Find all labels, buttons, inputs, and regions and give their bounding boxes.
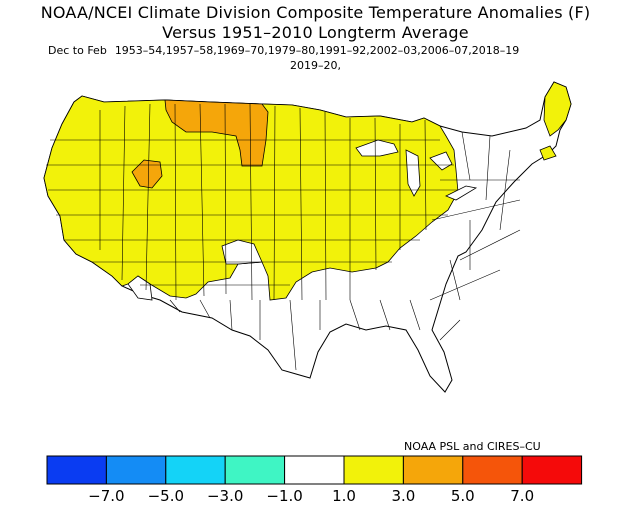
legend-tick-label: −3.0 [207, 487, 243, 505]
years-list-continued: 2019–20, [290, 59, 341, 72]
legend-color-box [462, 455, 523, 485]
years-list: 1953–54,1957–58,1969–70,1979–80,1991–92,… [114, 44, 520, 57]
legend-tick-label: −7.0 [88, 487, 124, 505]
legend-color-box [521, 455, 583, 485]
legend-tick-label: 3.0 [391, 487, 415, 505]
legend-color-box [46, 455, 107, 485]
climate-division-boundaries [46, 103, 521, 371]
legend-boxes [46, 455, 583, 485]
anomaly-3-to-5-idaho [131, 159, 163, 189]
composite-years-line: Dec to Feb 1953–54,1957–58,1969–70,1979–8… [48, 44, 519, 57]
anomaly-maine-region [543, 81, 572, 137]
map-title-line2: Versus 1951–2010 Longterm Average [162, 23, 469, 42]
legend-tick-label: 5.0 [451, 487, 475, 505]
legend-color-box [165, 455, 226, 485]
anomaly-3-to-5-northern-plains [164, 99, 269, 167]
great-lakes [355, 139, 478, 201]
legend-tick-label: 7.0 [510, 487, 534, 505]
legend-tick-label: −5.0 [148, 487, 184, 505]
legend-tick-labels: −7.0 −5.0 −3.0 −1.0 1.0 3.0 5.0 7.0 [88, 487, 534, 505]
legend-color-box [284, 455, 345, 485]
legend-tick-label: −1.0 [266, 487, 302, 505]
legend-color-box [224, 455, 286, 485]
season-label: Dec to Feb [48, 44, 107, 57]
legend-color-box [105, 455, 167, 485]
legend-tick-label: 1.0 [332, 487, 356, 505]
legend-color-box [402, 455, 464, 485]
anomaly-new-hampshire-region [539, 145, 557, 161]
map-title-line1: NOAA/NCEI Climate Division Composite Tem… [40, 3, 591, 22]
map-credit: NOAA PSL and CIRES–CU [404, 440, 541, 453]
legend-color-box [343, 455, 404, 485]
